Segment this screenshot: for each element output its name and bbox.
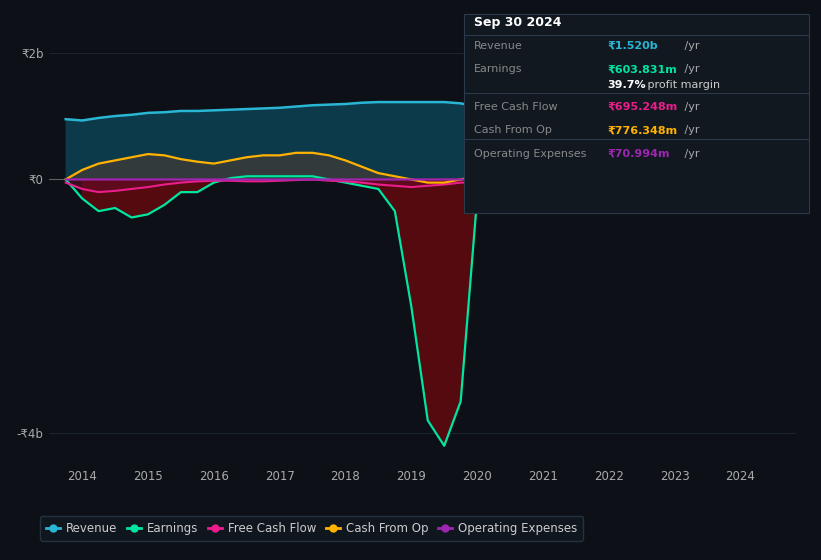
Text: 39.7%: 39.7%	[608, 80, 646, 90]
Text: ₹695.248m: ₹695.248m	[608, 102, 678, 112]
Text: Operating Expenses: Operating Expenses	[474, 149, 586, 159]
Text: ₹776.348m: ₹776.348m	[608, 125, 677, 136]
Text: /yr: /yr	[681, 125, 700, 136]
Legend: Revenue, Earnings, Free Cash Flow, Cash From Op, Operating Expenses: Revenue, Earnings, Free Cash Flow, Cash …	[40, 516, 583, 541]
Text: Sep 30 2024: Sep 30 2024	[474, 16, 562, 29]
Text: /yr: /yr	[681, 149, 700, 159]
Text: ₹70.994m: ₹70.994m	[608, 149, 670, 159]
Text: /yr: /yr	[681, 102, 700, 112]
Text: /yr: /yr	[681, 41, 700, 51]
Text: /yr: /yr	[681, 64, 700, 74]
Text: Free Cash Flow: Free Cash Flow	[474, 102, 557, 112]
Text: ₹1.520b: ₹1.520b	[608, 41, 658, 51]
Text: Cash From Op: Cash From Op	[474, 125, 552, 136]
Text: profit margin: profit margin	[644, 80, 721, 90]
Text: Revenue: Revenue	[474, 41, 522, 51]
Text: ₹603.831m: ₹603.831m	[608, 64, 677, 74]
Text: Earnings: Earnings	[474, 64, 522, 74]
